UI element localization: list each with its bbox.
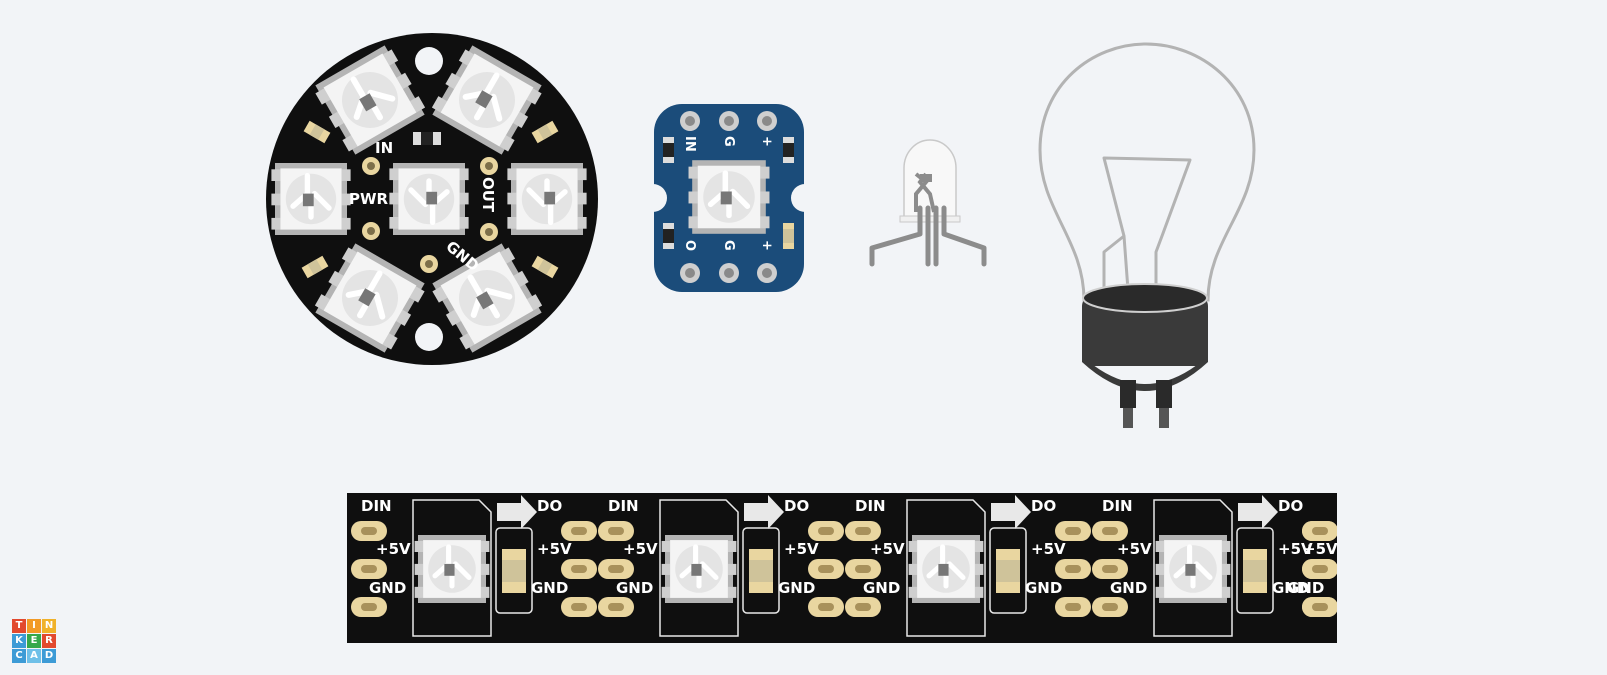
strip-led [909,535,984,603]
neopixel-breakout[interactable]: IN G + O G + [653,103,805,293]
pad-bottom-o[interactable] [680,263,700,283]
label-do: DO [784,497,809,515]
pad-top-g[interactable] [719,111,739,131]
pad-do[interactable] [808,521,844,541]
data-direction-arrow-icon [991,495,1031,529]
pad-5v-out[interactable] [561,559,597,579]
end-pad-5v[interactable] [1302,559,1337,579]
logo-letter: K [12,634,26,648]
logo-letter: I [27,619,41,633]
label-gnd: GND [1110,579,1147,597]
logo-letter: D [42,649,56,663]
pad-gnd[interactable] [351,597,387,617]
strip-segment: DIN +5V GND DO +5V GND [598,495,844,637]
strip-segment: DIN +5V GND DO +5V GND [351,495,597,637]
pad-din[interactable] [351,521,387,541]
pad-5v-out[interactable] [1055,559,1091,579]
pad-gnd-out[interactable] [808,597,844,617]
label-gnd-out: GND [778,579,815,597]
rgb-led[interactable] [864,138,992,272]
label-5v-out: +5V [1031,540,1066,558]
end-pad-gnd[interactable] [1302,597,1337,617]
label-din: DIN [608,497,639,515]
pad-5v[interactable] [351,559,387,579]
breakout-label-plus-top: + [759,136,774,147]
label-gnd: GND [863,579,900,597]
label-5v: +5V [623,540,658,558]
pad-bottom-plus[interactable] [757,263,777,283]
label-din: DIN [1102,497,1133,515]
label-in: IN [375,139,393,157]
led-center [389,163,468,235]
label-out: OUT [479,177,497,213]
label-5v-out: +5V [537,540,572,558]
data-direction-arrow-icon [497,495,537,529]
pad-5v[interactable] [845,559,881,579]
breakout-label-g-top: G [721,136,736,147]
label-pwr: PWR [349,190,389,208]
pad-top-in[interactable] [680,111,700,131]
logo-letter: C [12,649,26,663]
logo-letter: N [42,619,56,633]
pad-do[interactable] [1055,521,1091,541]
end-pad-din[interactable] [1302,521,1337,541]
breakout-label-in: IN [682,136,697,152]
label-do: DO [537,497,562,515]
led-left [271,163,350,235]
breakout-label-plus-bottom: + [759,240,774,251]
data-direction-arrow-icon [1238,495,1278,529]
led-right [507,163,586,235]
label-din: DIN [855,497,886,515]
pad-gnd[interactable] [1092,597,1128,617]
breakout-label-o: O [682,240,697,251]
strip-segment: DIN +5V GND DO +5V GND [845,495,1091,637]
label-din: DIN [361,497,392,515]
strip-led [662,535,737,603]
pad-5v[interactable] [1092,559,1128,579]
pad-din[interactable] [845,521,881,541]
label-5v-out: +5V [1278,540,1313,558]
pad-top-plus[interactable] [757,111,777,131]
light-bulb[interactable] [1032,40,1262,438]
pad-gnd[interactable] [598,597,634,617]
neopixel-strip[interactable]: DIN +5V GND DO +5V GND DIN +5V GND DO +5V GND DIN +5V… [347,493,1337,643]
end-label-gnd: GND [1287,579,1324,597]
breakout-led [689,160,770,234]
pad-bottom-g[interactable] [719,263,739,283]
label-gnd-out: GND [1272,579,1309,597]
label-do: DO [1278,497,1303,515]
pad-gnd-out[interactable] [561,597,597,617]
label-gnd-out: GND [1025,579,1062,597]
label-5v: +5V [870,540,905,558]
logo-letter: R [42,634,56,648]
strip-led [1156,535,1231,603]
logo-letter: A [27,649,41,663]
strip-led [415,535,490,603]
pad-5v[interactable] [598,559,634,579]
label-gnd-out: GND [531,579,568,597]
logo-letter: E [27,634,41,648]
label-do: DO [1031,497,1056,515]
end-label-5v: +5V [1303,540,1337,558]
breakout-label-g-bottom: G [721,240,736,251]
pad-5v-out[interactable] [808,559,844,579]
pad-gnd-out[interactable] [1055,597,1091,617]
logo-letter: T [12,619,26,633]
label-gnd: GND [369,579,406,597]
label-5v-out: +5V [784,540,819,558]
pad-do[interactable] [561,521,597,541]
data-direction-arrow-icon [744,495,784,529]
label-gnd: GND [616,579,653,597]
pad-din[interactable] [1092,521,1128,541]
label-5v: +5V [376,540,411,558]
pad-din[interactable] [598,521,634,541]
label-5v: +5V [1117,540,1152,558]
neopixel-jewel[interactable]: IN PWR OUT GND [265,32,600,367]
pad-gnd[interactable] [845,597,881,617]
